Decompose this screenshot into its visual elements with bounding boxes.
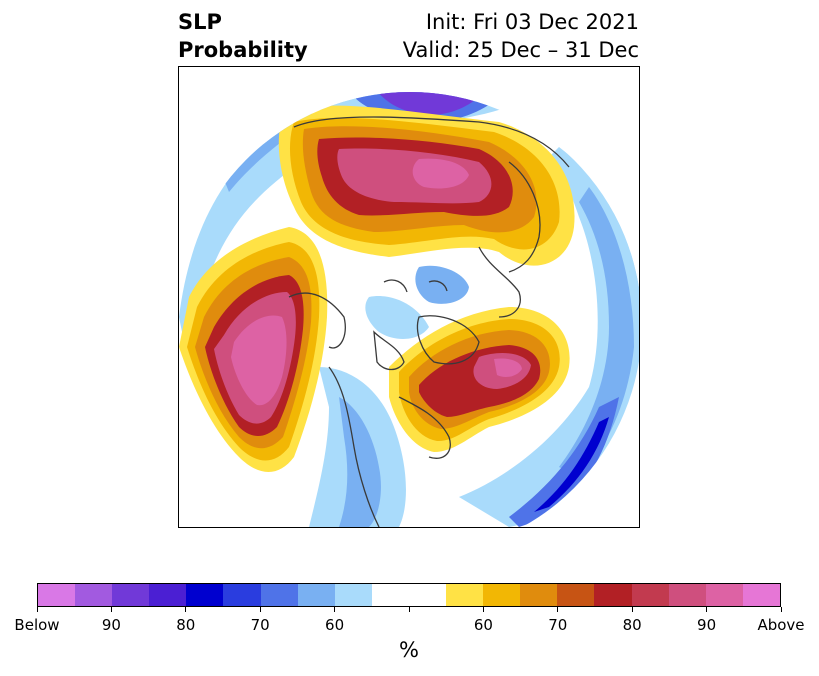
colorbar-swatch bbox=[668, 584, 706, 606]
coast-alaska bbox=[288, 292, 346, 349]
colorbar-swatch bbox=[75, 584, 113, 606]
warm-pacific-pink bbox=[231, 315, 287, 406]
blue-patch-arctic bbox=[415, 265, 469, 304]
warm-atlantic-pink bbox=[494, 358, 522, 377]
coast-scandinavia bbox=[478, 246, 521, 318]
colorbar-swatch bbox=[408, 584, 447, 606]
colorbar-swatch bbox=[334, 584, 372, 606]
colorbar-swatch bbox=[38, 584, 76, 606]
colorbar-swatch bbox=[631, 584, 669, 606]
colorbar-swatch bbox=[446, 584, 484, 606]
colorbar-tick-label: 90 bbox=[101, 616, 121, 634]
colorbar-swatch bbox=[297, 584, 335, 606]
colorbar-tick bbox=[110, 607, 112, 612]
colorbar-swatch bbox=[223, 584, 261, 606]
colorbar-swatch bbox=[742, 584, 780, 606]
colorbar-tick-label: 70 bbox=[250, 616, 270, 634]
valid-range: Valid: 25 Dec – 31 Dec bbox=[402, 38, 639, 62]
colorbar-tick-label: 80 bbox=[622, 616, 642, 634]
map-title: SLP Probability bbox=[178, 8, 308, 64]
colorbar-swatch bbox=[483, 584, 521, 606]
coastlines bbox=[288, 116, 570, 527]
colorbar-tick bbox=[36, 607, 38, 612]
colorbar-swatch bbox=[149, 584, 187, 606]
coast-greenland bbox=[416, 315, 480, 365]
colorbar-tick bbox=[259, 607, 261, 612]
probability-colorbar bbox=[37, 583, 781, 607]
coast-arctic-islands bbox=[383, 279, 448, 293]
init-date: Init: Fri 03 Dec 2021 bbox=[425, 10, 639, 34]
blue-band-south-inner bbox=[339, 397, 381, 527]
colorbar-swatch bbox=[594, 584, 632, 606]
colorbar-tick-label: Above bbox=[757, 616, 805, 634]
polar-probability-map bbox=[179, 92, 639, 527]
title-variable: SLP bbox=[178, 10, 222, 34]
colorbar-unit-label: % bbox=[399, 638, 419, 662]
colorbar-tick bbox=[334, 607, 336, 612]
colorbar-swatch bbox=[557, 584, 595, 606]
warm-ridge-north-pink bbox=[412, 158, 469, 189]
colorbar-tick bbox=[482, 607, 484, 612]
colorbar-tick-label: 80 bbox=[176, 616, 196, 634]
colorbar-tick-label: 90 bbox=[697, 616, 717, 634]
coast-hudson-bay bbox=[373, 330, 405, 371]
blue-band-southeast-deep bbox=[534, 417, 609, 512]
blue-patch-hudson bbox=[365, 296, 429, 339]
map-date-info: Init: Fri 03 Dec 2021 Valid: 25 Dec – 31… bbox=[403, 8, 639, 64]
purple-trough-top bbox=[369, 92, 499, 115]
colorbar-swatch bbox=[371, 584, 409, 606]
colorbar-tick bbox=[408, 607, 410, 612]
blue-band-southeast-core bbox=[509, 397, 619, 527]
colorbar-tick bbox=[557, 607, 559, 612]
title-metric: Probability bbox=[178, 38, 308, 62]
colorbar-tick bbox=[185, 607, 187, 612]
colorbar-tick bbox=[780, 607, 782, 612]
colorbar-swatch bbox=[186, 584, 224, 606]
colorbar-tick-label: Below bbox=[14, 616, 60, 634]
coast-siberia bbox=[293, 116, 570, 168]
colorbar-tick bbox=[706, 607, 708, 612]
map-frame bbox=[178, 66, 640, 528]
colorbar-swatch bbox=[112, 584, 150, 606]
colorbar-tick-label: 70 bbox=[548, 616, 568, 634]
colorbar-tick-label: 60 bbox=[473, 616, 493, 634]
coast-europe bbox=[508, 161, 541, 273]
colorbar-swatch bbox=[260, 584, 298, 606]
colorbar-swatch bbox=[705, 584, 743, 606]
colorbar-tick bbox=[631, 607, 633, 612]
map-disk bbox=[179, 92, 639, 527]
colorbar-tick-label: 60 bbox=[325, 616, 345, 634]
coast-north-america bbox=[328, 366, 451, 527]
colorbar-swatch bbox=[520, 584, 558, 606]
